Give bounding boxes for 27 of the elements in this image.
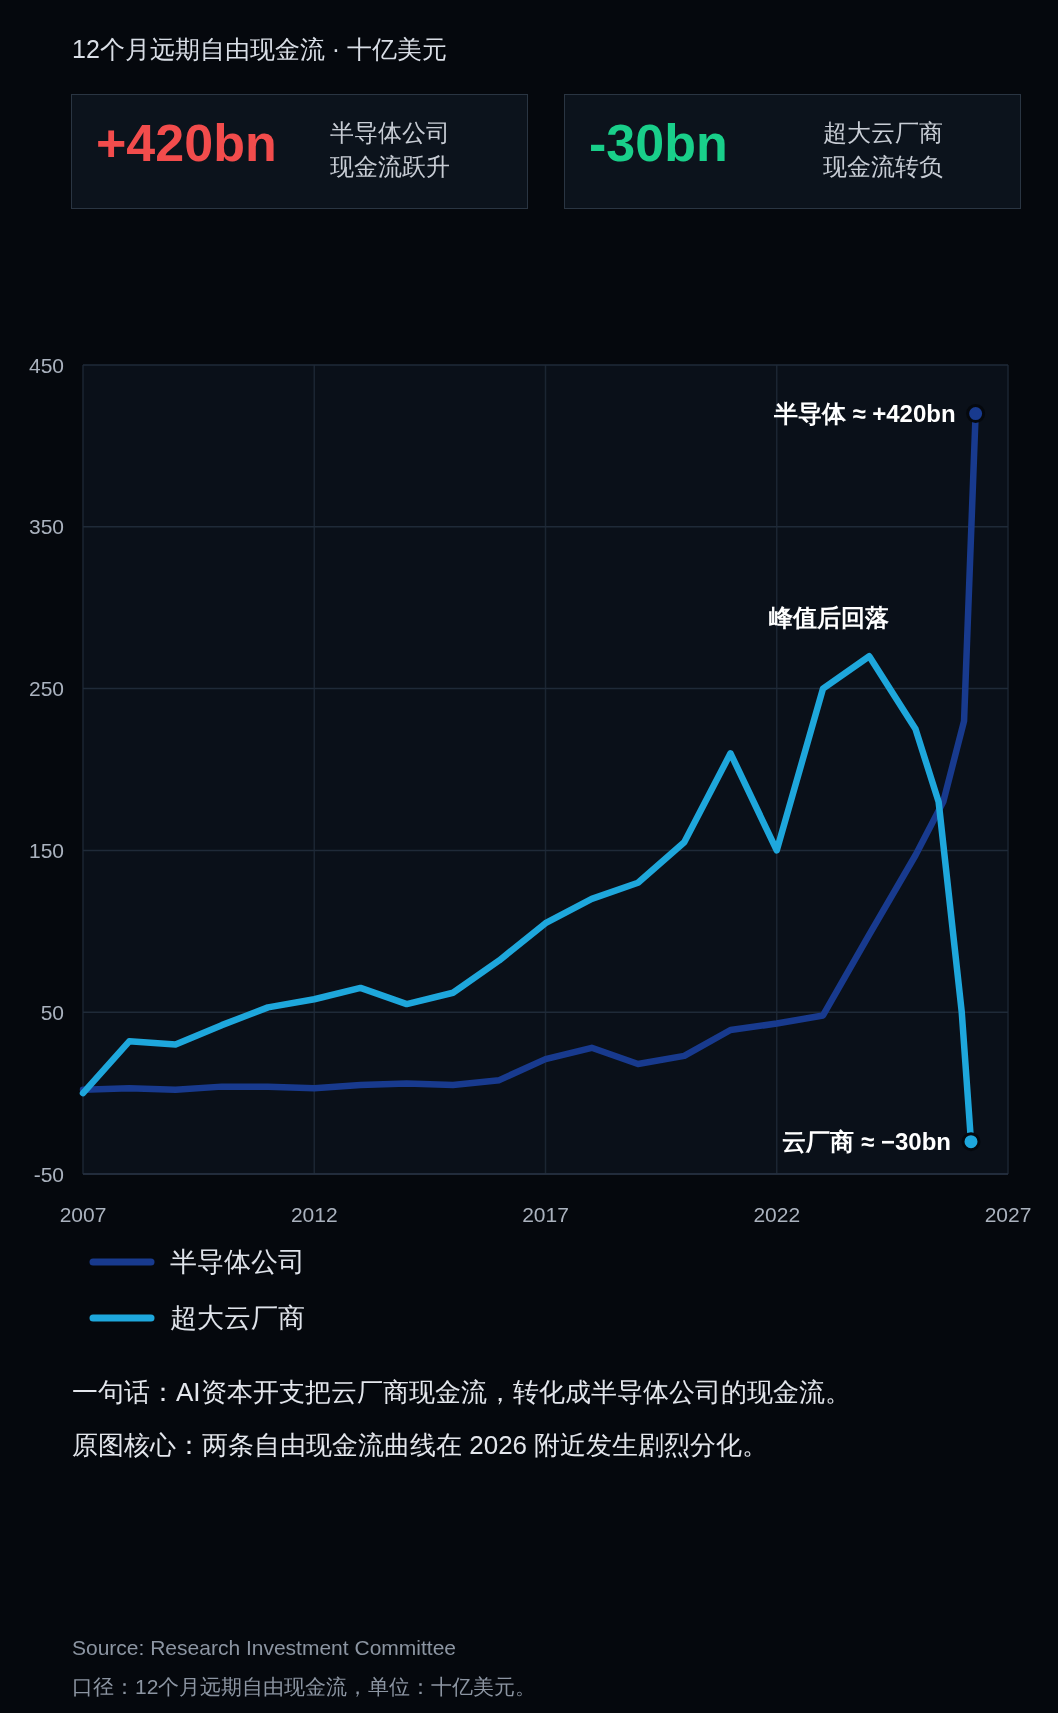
- x-tick-label: 2012: [290, 1203, 338, 1226]
- x-tick-label: 2027: [984, 1203, 1032, 1226]
- source-note: Source: Research Investment Committee: [72, 1636, 456, 1659]
- text: 原图核心：两条自由现金流曲线在 2026 附近发生剧烈分化。: [72, 1430, 769, 1460]
- y-tick-label: 50: [40, 1000, 64, 1024]
- text: -30bn: [589, 114, 728, 172]
- text: +420bn: [96, 114, 277, 172]
- x-tick-label: 2017: [522, 1203, 569, 1226]
- chart-title: 12个月远期自由现金流 · 十亿美元: [72, 35, 448, 63]
- text: 现金流跃升: [330, 152, 450, 182]
- text: 半导体公司: [330, 118, 450, 148]
- x-tick-label: 2007: [59, 1203, 107, 1226]
- text: 口径：12个月远期自由现金流，单位：十亿美元。: [72, 1675, 537, 1698]
- annotation: 半导体 ≈ +420bn: [772, 400, 956, 428]
- legend-label: 半导体公司: [170, 1247, 305, 1277]
- text: 一句话：AI资本开支把云厂商现金流，转化成半导体公司的现金流。: [72, 1377, 851, 1407]
- y-tick-label: -50: [33, 1162, 64, 1186]
- legend-label: 超大云厂商: [170, 1303, 305, 1333]
- x-tick-label: 2022: [753, 1203, 801, 1226]
- text: 超大云厂商: [823, 118, 943, 148]
- y-tick-label: 150: [28, 838, 64, 862]
- y-tick-label: 350: [28, 515, 64, 539]
- y-tick-label: 250: [28, 677, 64, 701]
- y-tick-label: 450: [28, 353, 64, 377]
- text: 现金流转负: [823, 152, 943, 182]
- annotation: 峰值后回落: [769, 604, 890, 632]
- annotation: 云厂商 ≈ −30bn: [782, 1128, 951, 1156]
